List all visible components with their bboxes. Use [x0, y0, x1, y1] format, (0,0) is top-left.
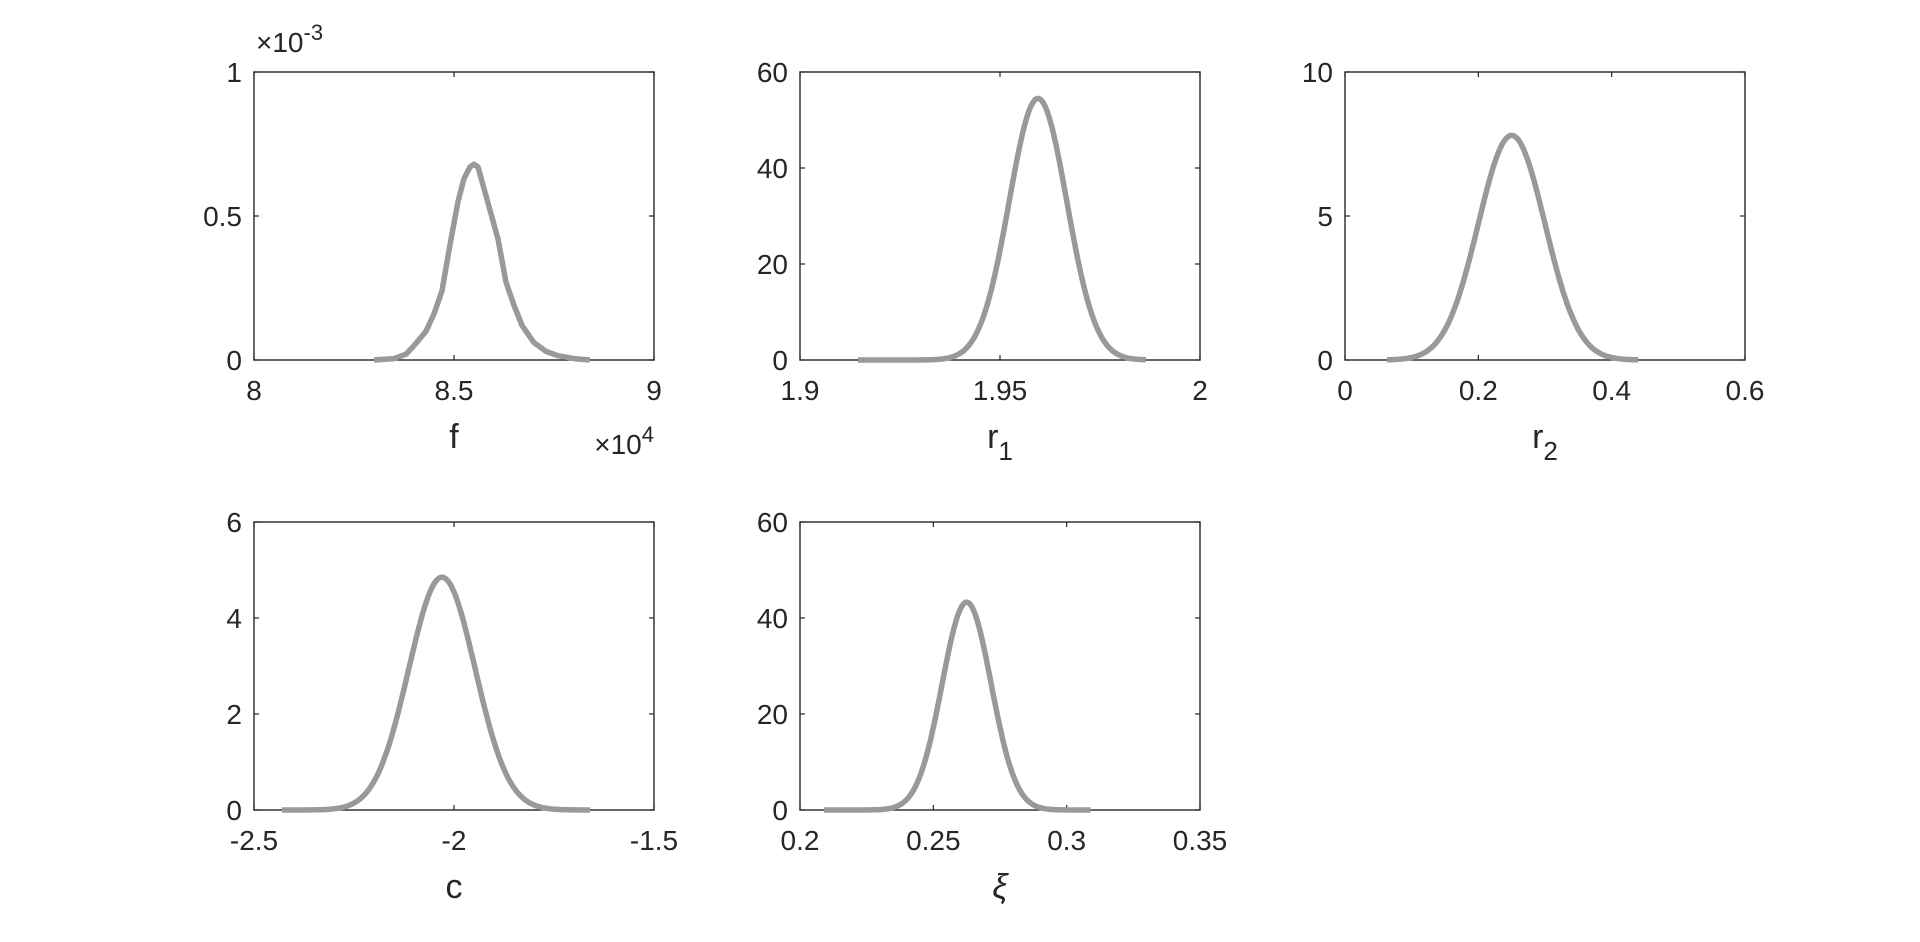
- y-tick-label: 0: [1317, 345, 1333, 376]
- y-exponent-power: -3: [304, 20, 324, 45]
- y-tick-label: 0: [772, 345, 788, 376]
- x-axis-label: c: [446, 868, 463, 906]
- y-tick-label: 10: [1302, 57, 1333, 88]
- x-tick-label: 0.6: [1726, 375, 1765, 406]
- density-curve: [373, 161, 591, 363]
- y-tick-label: 60: [757, 57, 788, 88]
- x-tick-label: 0: [1337, 375, 1353, 406]
- x-axis-label-subscript: 1: [998, 436, 1012, 466]
- axes-frame: [253, 521, 655, 811]
- subplot-4: -2.5 -2 -1.5 0 2 4 6 c: [226, 507, 678, 906]
- x-axis-label: r2: [1532, 418, 1558, 466]
- subplot-1: 8 8.5 900.51f×10-3×104: [203, 20, 662, 460]
- x-tick-label: 0.3: [1047, 825, 1086, 856]
- x-axis-label: ξ: [992, 868, 1009, 906]
- y-tick-label: 5: [1317, 201, 1333, 232]
- x-tick-label: 8.5: [435, 375, 474, 406]
- x-tick-label: 0.2: [781, 825, 820, 856]
- x-axis-label: f: [449, 418, 459, 456]
- x-tick-label: -1.5: [630, 825, 678, 856]
- x-tick-label: -2: [442, 825, 467, 856]
- y-tick-label: 2: [226, 699, 242, 730]
- x-tick-label: 1.95: [973, 375, 1028, 406]
- x-tick-label: 8: [246, 375, 262, 406]
- y-tick-label: 0: [226, 795, 242, 826]
- subplot-5: 0.2 0.25 0.3 0.35 0 20 40 60 ξ: [757, 507, 1227, 906]
- y-tick-label: 40: [757, 153, 788, 184]
- y-tick-label: 6: [226, 507, 242, 538]
- x-tick-label: 0.25: [906, 825, 961, 856]
- axes-frame: [799, 71, 1201, 361]
- x-axis-label-text: ξ: [992, 868, 1009, 906]
- x-axis-label-text: c: [446, 868, 463, 906]
- x-tick-label: 2: [1192, 375, 1208, 406]
- y-tick-label: 20: [757, 699, 788, 730]
- y-tick-label: 0: [772, 795, 788, 826]
- density-curve: [281, 574, 591, 813]
- x-axis-label-text: r: [1532, 418, 1543, 456]
- y-tick-label: 0: [226, 345, 242, 376]
- y-tick-label: 20: [757, 249, 788, 280]
- y-tick-label: 0.5: [203, 201, 242, 232]
- x-exponent-label: ×104: [594, 422, 654, 460]
- y-tick-label: 1: [226, 57, 242, 88]
- y-tick-label: 60: [757, 507, 788, 538]
- x-axis-label-text: r: [987, 418, 998, 456]
- y-exponent-base: ×10: [256, 27, 304, 58]
- axes-frame: [799, 521, 1201, 811]
- density-curve: [822, 599, 1092, 813]
- y-tick-label: 4: [226, 603, 242, 634]
- x-tick-label: 1.9: [781, 375, 820, 406]
- y-tick-label: 40: [757, 603, 788, 634]
- density-curve: [1385, 132, 1640, 363]
- x-tick-label: 0.35: [1173, 825, 1228, 856]
- x-axis-label: r1: [987, 418, 1013, 466]
- x-axis-label-text: f: [449, 418, 459, 456]
- x-axis-label-subscript: 2: [1543, 436, 1557, 466]
- density-curve: [857, 95, 1147, 363]
- x-tick-label: 0.2: [1459, 375, 1498, 406]
- x-exponent-base: ×10: [594, 429, 642, 460]
- x-tick-label: -2.5: [230, 825, 278, 856]
- x-tick-label: 9: [646, 375, 662, 406]
- subplot-3: 0 0.2 0.4 0.6 0 5 10 r2: [1302, 57, 1765, 466]
- y-exponent-label: ×10-3: [256, 20, 323, 58]
- x-tick-label: 0.4: [1592, 375, 1631, 406]
- x-exponent-power: 4: [642, 422, 654, 447]
